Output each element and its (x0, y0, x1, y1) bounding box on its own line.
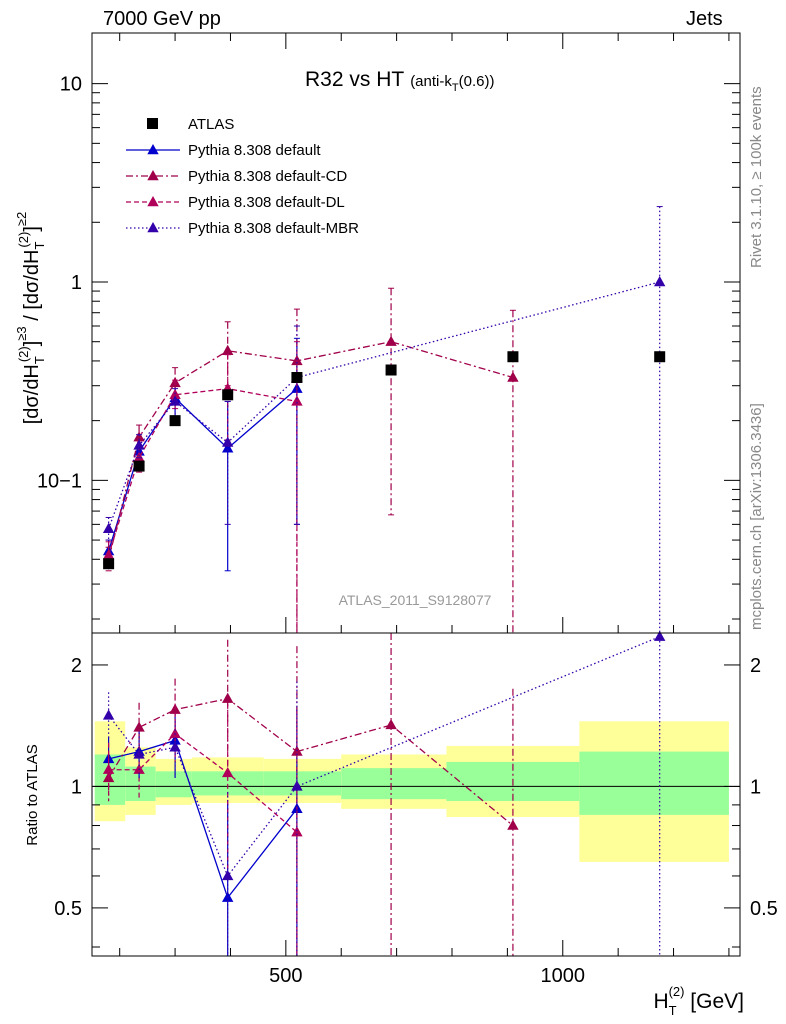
band-inner-7 (579, 751, 729, 815)
header-beam-label: 7000 GeV pp (103, 8, 221, 30)
marker-dl-0 (102, 549, 115, 560)
ratio-marker-mbr-0 (102, 709, 115, 720)
marker-mbr-5 (653, 275, 666, 287)
atlas-point-5 (385, 364, 397, 376)
ratio-axis-label: Ratio to ATLAS (24, 744, 41, 845)
marker-cd-5 (385, 335, 397, 346)
header-process-label: Jets (686, 8, 723, 30)
series-line-cd (107, 341, 514, 560)
series-line-mbr (108, 281, 660, 530)
atlas-point-3 (222, 389, 234, 401)
ratio-tick-label-right-2: 0.5 (750, 898, 778, 920)
atlas-point-7 (654, 351, 666, 363)
legend: ATLAS Pythia 8.308 default Pythia 8.308 de… (126, 116, 359, 237)
ratio-marker-dl-0 (102, 763, 115, 774)
mcplots-credit-label: mcplots.cern.ch [arXiv:1306.3436] (748, 403, 765, 630)
marker-mbr-3 (221, 436, 234, 447)
chart-title: R32 vs HT (anti-kT(0.6)) (305, 68, 494, 94)
ratio-marker-dl-3 (221, 766, 234, 778)
y-tick-label-0: 10 (60, 74, 82, 96)
y-tick-label-1: 1 (71, 272, 82, 294)
atlas-point-2 (169, 415, 181, 427)
ratio-marker-mbr-3 (221, 869, 234, 881)
marker-cd-6 (507, 371, 519, 382)
ratio-marker-mbr-5 (653, 630, 666, 641)
atlas-point-6 (507, 351, 519, 363)
atlas-point-1 (133, 460, 145, 472)
legend-label-mbr: Pythia 8.308 default-MBR (188, 220, 359, 237)
ratio-plot-frame (91, 632, 741, 957)
ratio-marker-dl-2 (169, 727, 181, 739)
marker-default-3 (221, 442, 234, 453)
legend-marker-mbr (147, 222, 159, 233)
ratio-uncertainty-bands (92, 721, 740, 862)
ratio-marker-cd-1 (133, 721, 145, 732)
atlas-point-0 (103, 558, 115, 570)
x-tick-label-1000: 1000 (541, 965, 586, 987)
rivet-version-label: Rivet 3.1.10, ≥ 100k events (748, 86, 765, 268)
ratio-marker-mbr-2 (169, 741, 181, 752)
ratio-tick-label-right-0: 2 (750, 655, 761, 677)
analysis-label: ATLAS_2011_S9128077 (339, 592, 492, 608)
band-inner-4 (263, 771, 342, 796)
legend-label-dl: Pythia 8.308 default-DL (188, 194, 345, 211)
ratio-marker-cd-5 (385, 718, 397, 730)
ratio-tick-label-left-0: 2 (71, 655, 82, 677)
ratio-marker-mbr-1 (133, 748, 145, 759)
legend-marker-default (147, 144, 159, 155)
series-line-dl (107, 387, 298, 556)
y-tick-label-2: 10−1 (37, 470, 82, 492)
ratio-tick-label-right-1: 1 (750, 776, 761, 798)
marker-cd-1 (133, 431, 145, 442)
marker-cd-3 (221, 344, 234, 355)
legend-label-cd: Pythia 8.308 default-CD (188, 168, 347, 185)
legend-marker-dl (147, 196, 159, 207)
marker-mbr-0 (102, 522, 115, 533)
ratio-marker-cd-6 (507, 819, 519, 830)
marker-dl-4 (291, 395, 303, 406)
legend-label-default: Pythia 8.308 default (188, 142, 321, 159)
legend-marker-cd (147, 170, 159, 181)
band-inner-5 (341, 768, 447, 800)
tick-marks: 500 1000 10 1 10−1 2 2 1 1 0.5 0.5 (37, 33, 778, 987)
atlas-point-4 (291, 372, 303, 384)
ratio-tick-label-left-1: 1 (71, 776, 82, 798)
ratio-marker-cd-3 (221, 692, 234, 703)
marker-dl-1 (133, 451, 145, 462)
x-axis-label: HT(2) [GeV] (653, 984, 744, 1018)
x-tick-label-500: 500 (269, 965, 302, 987)
marker-mbr-2 (169, 395, 181, 406)
marker-mbr-1 (133, 439, 145, 450)
ratio-line-mbr (108, 636, 660, 878)
y-axis-label: [dσ/dHT(2)]≥3 / [dσ/dHT(2)]≥2 (14, 212, 47, 425)
legend-marker-atlas (147, 118, 158, 129)
band-inner-2 (155, 771, 192, 798)
ratio-marker-mbr-4 (291, 780, 303, 791)
legend-label-atlas: ATLAS (188, 116, 234, 133)
ratio-tick-label-left-2: 0.5 (54, 898, 82, 920)
ratio-marker-dl-4 (291, 826, 303, 837)
